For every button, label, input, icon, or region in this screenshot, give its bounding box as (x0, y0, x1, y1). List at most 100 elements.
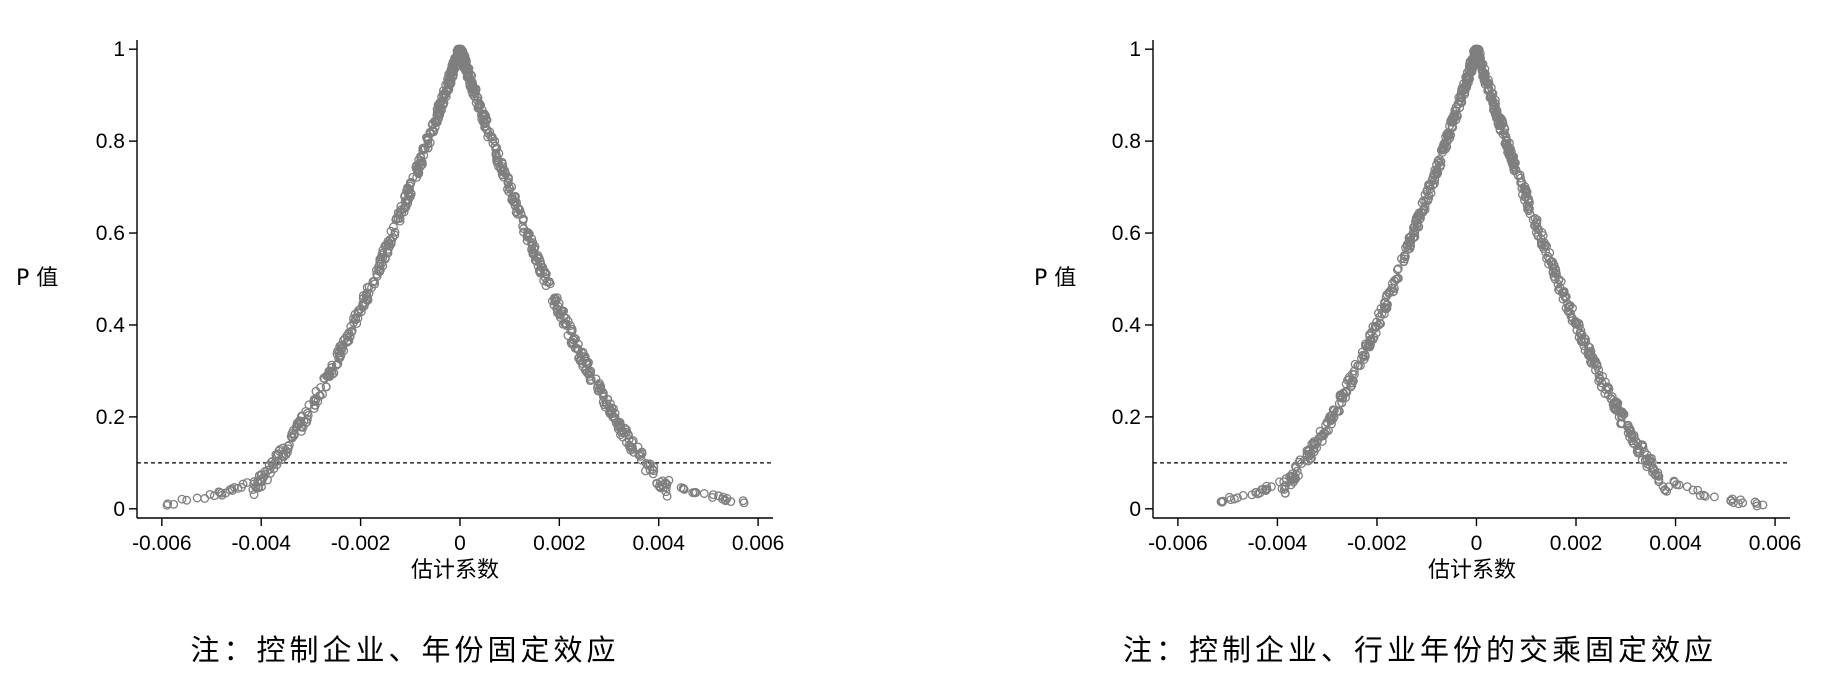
scatter-point (1411, 213, 1421, 223)
scatter-point (1617, 412, 1627, 422)
scatter-point (492, 143, 502, 153)
y-tick-label: 0 (113, 498, 125, 521)
scatter-point (1373, 308, 1383, 318)
x-tick-label: 0.004 (1649, 532, 1702, 555)
scatter-point (1591, 365, 1600, 375)
scatter-point (622, 425, 631, 435)
scatter-point (513, 203, 523, 213)
scatter-point (423, 143, 433, 153)
chart-right: 0 0.2 0.4 0.6 0.8 1 -0.006 -0.004 -0.002 0 0.002 0.… (1034, 38, 1801, 667)
scatter-point (1436, 157, 1446, 167)
scatter-point (1429, 169, 1439, 179)
scatter-point (422, 132, 432, 142)
scatter-point (1644, 455, 1654, 465)
scatter-point (486, 131, 496, 141)
scatter-point (302, 414, 312, 424)
scatter-point (268, 460, 278, 470)
x-tick-label: -0.004 (231, 532, 291, 555)
scatter-point (342, 331, 352, 341)
scatter-point (1393, 264, 1403, 274)
scatter-point (205, 489, 215, 499)
scatter-point (1404, 237, 1414, 247)
scatter-point (1309, 439, 1319, 449)
scatter-point (1752, 498, 1762, 508)
scatter-point (1290, 472, 1300, 482)
scatter-point (362, 295, 372, 305)
scatter-point (552, 293, 562, 303)
scatter-point (529, 249, 539, 259)
scatter-point (635, 451, 645, 461)
scatter-point (229, 483, 239, 492)
scatter-point (276, 455, 286, 465)
x-tick-label: -0.006 (1148, 532, 1208, 555)
scatter-point (380, 254, 390, 264)
y-tick-label: 0.6 (96, 222, 125, 245)
scatter-point (1416, 207, 1426, 217)
scatter-point (585, 376, 595, 386)
scatter-point (177, 494, 187, 504)
scatter-point (1434, 154, 1444, 164)
scatter-point (1443, 131, 1453, 140)
scatter-point (637, 447, 647, 457)
scatter-point (1499, 123, 1509, 133)
scatter-point (527, 239, 536, 249)
chart-left-axes: 0 0.2 0.4 0.6 0.8 1 -0.006 -0.004 -0.002 0 0.002 0.… (96, 38, 785, 555)
chart-right-xlabel: 估计系数 (1428, 558, 1516, 583)
scatter-point (699, 489, 709, 498)
scatter-point (1358, 350, 1368, 360)
scatter-point (242, 478, 252, 487)
scatter-point (510, 192, 519, 202)
scatter-point (287, 429, 297, 439)
scatter-point (563, 316, 573, 326)
scatter-point (500, 168, 510, 178)
scatter-point (388, 222, 398, 232)
scatter-point (503, 178, 513, 188)
scatter-point (567, 326, 577, 336)
scatter-point (594, 386, 604, 396)
scatter-point (325, 370, 335, 380)
scatter-point (1576, 334, 1586, 344)
scatter-point (505, 184, 515, 194)
scatter-point (664, 475, 674, 485)
scatter-point (1365, 335, 1375, 345)
scatter-point (383, 244, 393, 254)
scatter-point (350, 309, 360, 319)
scatter-point (1257, 485, 1267, 494)
y-tick-label: 1 (113, 38, 125, 61)
scatter-point (1728, 498, 1738, 508)
scatter-point (332, 360, 342, 369)
scatter-point (1423, 196, 1433, 206)
scatter-point (309, 394, 319, 404)
scatter-point (1700, 491, 1710, 501)
scatter-point (1669, 476, 1679, 486)
scatter-point (1650, 466, 1660, 476)
scatter-point (1608, 400, 1618, 409)
scatter-point (472, 92, 482, 102)
scatter-point (408, 172, 418, 182)
scatter-point (513, 209, 523, 219)
scatter-point (1406, 238, 1415, 248)
scatter-point (576, 355, 586, 365)
chart-left-xlabel: 估计系数 (411, 558, 499, 583)
scatter-point (1498, 118, 1508, 128)
scatter-point (1412, 219, 1422, 229)
scatter-point (1688, 485, 1698, 495)
scatter-point (607, 408, 617, 418)
scatter-point (1397, 254, 1406, 264)
scatter-point (1693, 485, 1703, 495)
scatter-point (1633, 448, 1643, 458)
scatter-point (570, 343, 580, 353)
scatter-point (1556, 277, 1566, 287)
x-tick-label: -0.006 (132, 532, 192, 555)
scatter-point (1501, 135, 1511, 145)
scatter-point (1480, 79, 1490, 89)
scatter-point (327, 360, 337, 370)
scatter-point (558, 319, 568, 329)
chart-right-ylabel: P 值 (1034, 266, 1076, 291)
scatter-point (1522, 187, 1532, 197)
x-tick-label: 0.006 (1749, 532, 1802, 555)
scatter-point (576, 351, 586, 361)
scatter-point (613, 419, 623, 429)
scatter-point (256, 477, 266, 487)
scatter-point (598, 389, 608, 399)
